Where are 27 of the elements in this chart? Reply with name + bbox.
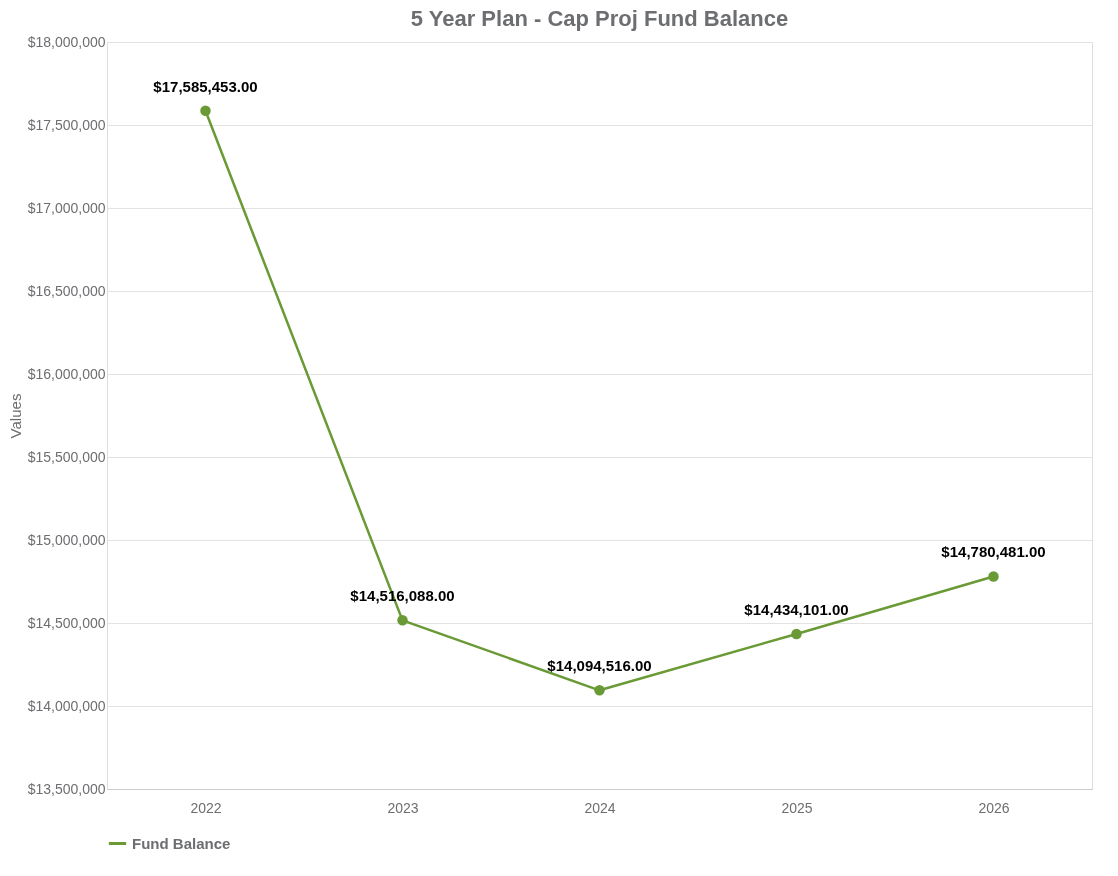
data-label: $14,780,481.00 xyxy=(941,543,1046,561)
point xyxy=(594,685,605,696)
y-tick-label: $16,000,000 xyxy=(27,365,106,382)
data-label: $14,434,101.00 xyxy=(744,600,849,618)
legend-label: Fund Balance xyxy=(132,834,231,852)
data-label: $14,094,516.00 xyxy=(547,657,652,675)
point xyxy=(988,571,999,582)
x-tick-label: 2022 xyxy=(190,799,222,816)
y-tick-label: $17,000,000 xyxy=(27,199,106,216)
x-tick-label: 2024 xyxy=(584,799,616,816)
chart-title: 5 Year Plan - Cap Proj Fund Balance xyxy=(410,6,789,31)
y-tick-label: $15,000,000 xyxy=(27,531,106,548)
y-tick-label: $14,000,000 xyxy=(27,697,106,714)
y-tick-label: $15,500,000 xyxy=(27,448,106,465)
y-tick-label: $18,000,000 xyxy=(27,33,106,50)
y-tick-label: $17,500,000 xyxy=(27,116,106,133)
point xyxy=(397,615,408,626)
y-tick-label: $14,500,000 xyxy=(27,614,106,631)
point xyxy=(791,628,802,640)
y-axis-title: Values xyxy=(6,393,24,439)
y-tick-label: $16,500,000 xyxy=(27,282,106,299)
data-label: $17,585,453.00 xyxy=(153,77,258,95)
x-tick-label: 2026 xyxy=(978,799,1010,816)
y-tick-label: $13,500,000 xyxy=(27,780,106,797)
x-tick-label: 2025 xyxy=(781,799,813,816)
x-tick-label: 2023 xyxy=(387,799,419,816)
point xyxy=(200,105,211,117)
